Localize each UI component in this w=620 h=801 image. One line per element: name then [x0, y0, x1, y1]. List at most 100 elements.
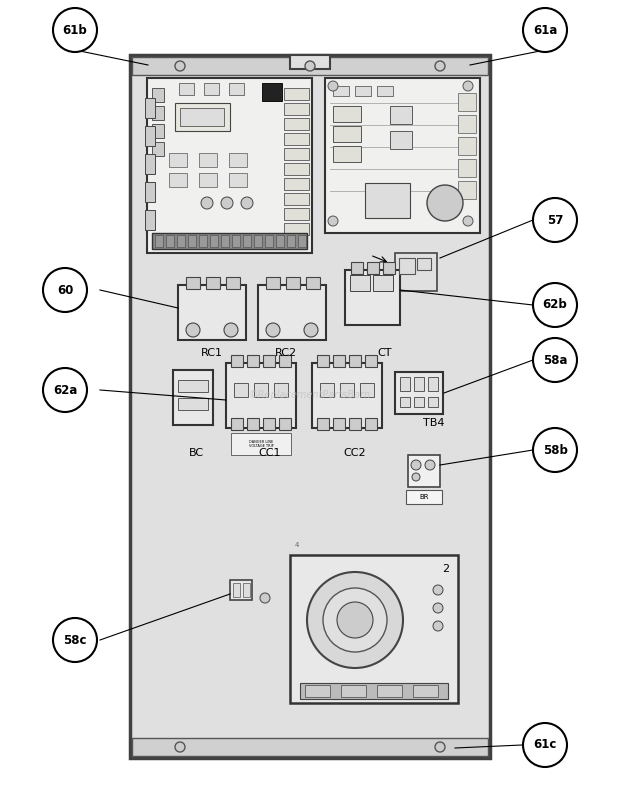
- Bar: [145, 154, 155, 174]
- Circle shape: [53, 8, 97, 52]
- Bar: [152, 142, 164, 156]
- Circle shape: [260, 593, 270, 603]
- Circle shape: [221, 197, 233, 209]
- Bar: [243, 235, 251, 247]
- Circle shape: [523, 8, 567, 52]
- Bar: [199, 235, 207, 247]
- Circle shape: [304, 323, 318, 337]
- Text: 61b: 61b: [63, 23, 87, 37]
- Bar: [428, 377, 438, 391]
- Text: 60: 60: [57, 284, 73, 296]
- Text: CC1: CC1: [259, 448, 281, 458]
- Bar: [458, 115, 476, 133]
- Bar: [210, 235, 218, 247]
- Text: CT: CT: [378, 348, 392, 358]
- Bar: [399, 258, 415, 274]
- Bar: [325, 78, 480, 233]
- Bar: [169, 173, 187, 187]
- Bar: [406, 490, 442, 504]
- Bar: [373, 275, 393, 291]
- Circle shape: [433, 585, 443, 595]
- Bar: [258, 285, 326, 340]
- Bar: [279, 418, 291, 430]
- Bar: [188, 235, 196, 247]
- Bar: [263, 418, 275, 430]
- Bar: [333, 86, 349, 96]
- Bar: [284, 103, 309, 115]
- Circle shape: [425, 460, 435, 470]
- Bar: [180, 108, 224, 126]
- Bar: [232, 235, 240, 247]
- Bar: [414, 397, 424, 407]
- Text: 61c: 61c: [533, 739, 557, 751]
- Bar: [400, 377, 410, 391]
- Circle shape: [241, 197, 253, 209]
- Bar: [284, 223, 309, 235]
- Bar: [284, 133, 309, 145]
- Bar: [333, 418, 345, 430]
- Circle shape: [175, 742, 185, 752]
- Bar: [231, 418, 243, 430]
- Bar: [312, 363, 382, 428]
- Bar: [152, 124, 164, 138]
- Circle shape: [411, 460, 421, 470]
- Bar: [274, 383, 288, 397]
- Bar: [145, 182, 155, 202]
- Text: 62a: 62a: [53, 384, 77, 396]
- Circle shape: [463, 216, 473, 226]
- Text: ©ReplacementPartsBarn: ©ReplacementPartsBarn: [249, 390, 371, 400]
- Bar: [178, 380, 208, 392]
- Bar: [284, 193, 309, 205]
- Bar: [152, 106, 164, 120]
- Text: TB4: TB4: [423, 418, 445, 428]
- Bar: [263, 355, 275, 367]
- Text: RC2: RC2: [275, 348, 297, 358]
- Bar: [199, 153, 217, 167]
- Bar: [276, 235, 284, 247]
- Bar: [341, 685, 366, 697]
- Circle shape: [307, 572, 403, 668]
- Bar: [349, 355, 361, 367]
- Circle shape: [53, 618, 97, 662]
- Bar: [390, 131, 412, 149]
- Bar: [262, 83, 282, 101]
- Bar: [458, 159, 476, 177]
- Bar: [130, 55, 490, 758]
- Circle shape: [427, 185, 463, 221]
- Bar: [186, 277, 200, 289]
- Circle shape: [435, 61, 445, 71]
- Circle shape: [433, 621, 443, 631]
- Bar: [229, 173, 247, 187]
- Bar: [300, 683, 448, 699]
- Text: 62b: 62b: [542, 299, 567, 312]
- Circle shape: [266, 323, 280, 337]
- Text: 58c: 58c: [63, 634, 87, 646]
- Bar: [290, 55, 330, 69]
- Bar: [231, 355, 243, 367]
- Bar: [204, 83, 219, 95]
- Circle shape: [186, 323, 200, 337]
- Bar: [340, 383, 354, 397]
- Bar: [284, 178, 309, 190]
- Bar: [178, 285, 246, 340]
- Circle shape: [533, 198, 577, 242]
- Bar: [284, 118, 309, 130]
- Text: BC: BC: [188, 448, 203, 458]
- Bar: [178, 398, 208, 410]
- Bar: [458, 93, 476, 111]
- Bar: [166, 235, 174, 247]
- Text: 2: 2: [443, 564, 450, 574]
- Text: 61a: 61a: [533, 23, 557, 37]
- Circle shape: [533, 428, 577, 472]
- Bar: [395, 372, 443, 414]
- Bar: [152, 233, 307, 249]
- Bar: [414, 377, 424, 391]
- Circle shape: [201, 197, 213, 209]
- Text: 58a: 58a: [542, 353, 567, 367]
- Bar: [355, 86, 371, 96]
- Bar: [349, 418, 361, 430]
- Bar: [231, 433, 291, 455]
- Bar: [365, 183, 410, 218]
- Bar: [290, 555, 458, 703]
- Bar: [413, 685, 438, 697]
